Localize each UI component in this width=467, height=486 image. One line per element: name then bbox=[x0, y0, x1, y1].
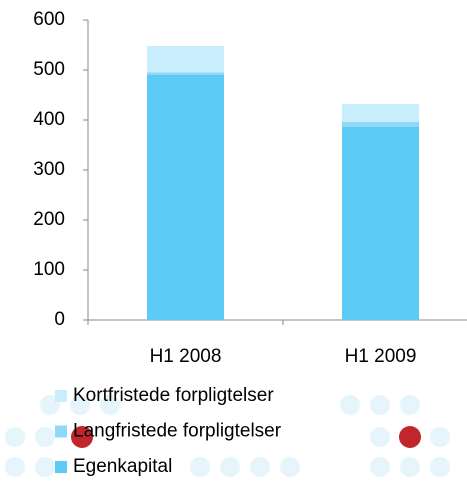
y-tick-label: 100 bbox=[33, 259, 65, 280]
bar-segment bbox=[147, 73, 224, 76]
bar-segment bbox=[342, 104, 419, 122]
legend-swatch bbox=[55, 461, 67, 473]
legend-swatch bbox=[55, 426, 67, 438]
bar-segment bbox=[342, 122, 419, 127]
y-tick-label: 600 bbox=[33, 9, 65, 30]
legend-label: Egenkapital bbox=[73, 456, 172, 477]
y-tick-label: 0 bbox=[54, 309, 65, 330]
bar-segment bbox=[147, 46, 224, 73]
decor-dot bbox=[399, 426, 421, 448]
x-tick-label: H1 2008 bbox=[150, 346, 222, 367]
chart: 0 100 200 300 400 500 600 H1 2008 H1 2009 Egenkap… bbox=[0, 0, 467, 486]
legend-swatch bbox=[55, 390, 67, 402]
bar-segment bbox=[342, 127, 419, 320]
legend-label: Langfristede forpligtelser bbox=[73, 421, 282, 442]
x-tick-label: H1 2009 bbox=[345, 346, 417, 367]
y-tick-label: 400 bbox=[33, 109, 65, 130]
legend-label: Kortfristede forpligtelser bbox=[73, 385, 274, 406]
y-tick-label: 200 bbox=[33, 209, 65, 230]
y-tick-label: 500 bbox=[33, 59, 65, 80]
bar-segment bbox=[147, 75, 224, 320]
y-tick-label: 300 bbox=[33, 159, 65, 180]
